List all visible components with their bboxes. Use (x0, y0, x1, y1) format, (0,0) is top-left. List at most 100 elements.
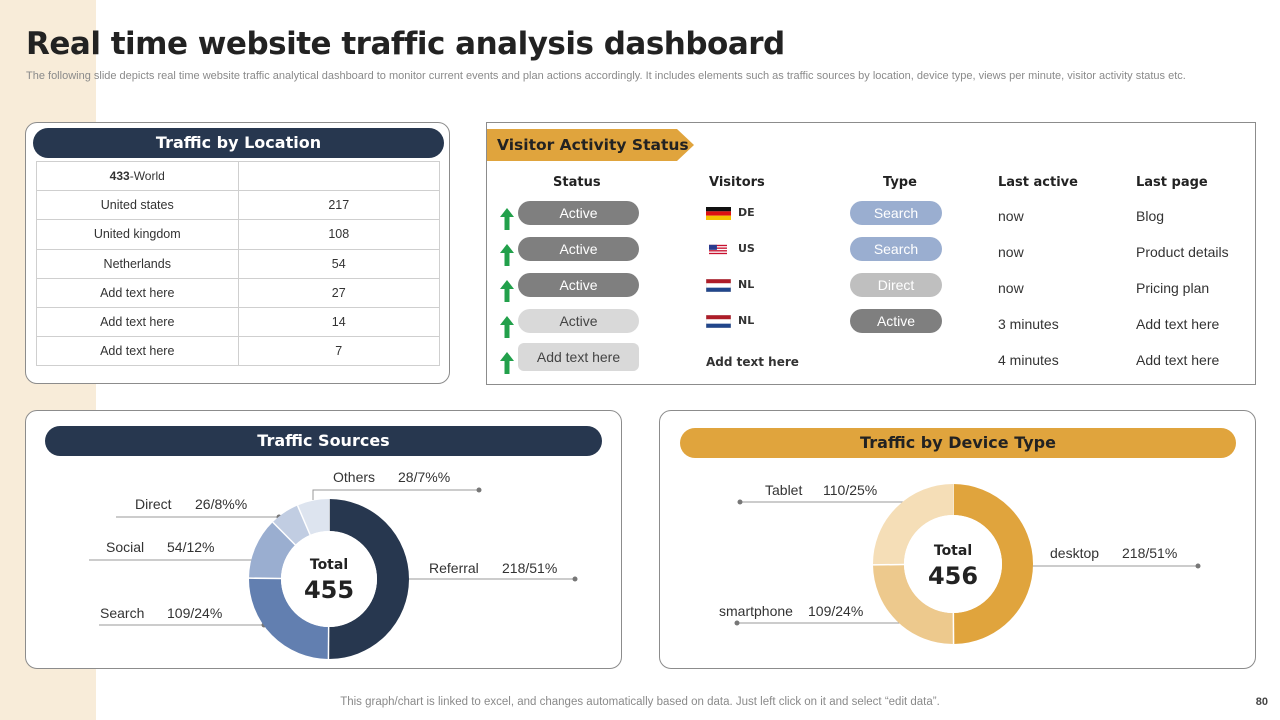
up-arrow-icon (500, 244, 514, 266)
slice-label-smartphone-value: 109/24% (808, 603, 864, 619)
slice-label-direct-name: Direct (135, 496, 172, 512)
donut-hole (904, 515, 1002, 613)
type-badge: Search (850, 201, 942, 225)
type-badge: Direct (850, 273, 942, 297)
status-badge: Active (518, 309, 639, 333)
location-value: 7 (237, 336, 440, 367)
last-page: Product details (1136, 244, 1229, 260)
col-type: Type (883, 175, 917, 190)
slice-label-search-value: 109/24% (167, 605, 223, 621)
visitor-code: NL (738, 278, 755, 291)
type-badge: Search (850, 237, 942, 261)
footer-note: This graph/chart is linked to excel, and… (340, 696, 940, 708)
slice-label-tablet-name: Tablet (765, 482, 803, 498)
leader-dot-tablet (737, 499, 743, 505)
location-value: 108 (237, 219, 440, 250)
device-type-heading: Traffic by Device Type (680, 428, 1236, 458)
slice-referral (328, 499, 409, 659)
slice-label-desktop-name: desktop (1050, 545, 1100, 561)
slice-desktop (952, 484, 1033, 644)
location-name: Add text here (36, 336, 239, 367)
status-badge: Active (518, 237, 639, 261)
status-badge: Active (518, 273, 639, 297)
last-active: 3 minutes (998, 316, 1059, 332)
leader-line-others (312, 489, 479, 500)
location-heading: Traffic by Location (33, 128, 444, 158)
leader-dot-referral (572, 576, 578, 582)
last-active: now (998, 208, 1024, 224)
table-row: Netherlands 54 (36, 248, 440, 279)
location-value: 54 (237, 248, 440, 279)
world-label: -World (129, 169, 165, 184)
slice-label-referral-name: Referral (429, 560, 479, 576)
status-badge: Active (518, 201, 639, 225)
table-row: Add text here 14 (36, 306, 440, 338)
last-active: 4 minutes (998, 352, 1059, 368)
col-last-active: Last active (998, 175, 1078, 190)
sources-center-value: 455 (304, 576, 354, 604)
page-subtitle: The following slide depicts real time we… (26, 70, 1186, 82)
last-active: now (998, 280, 1024, 296)
list-item: Add text here Add text here 4 minutes Ad… (487, 343, 1257, 381)
slice-label-desktop-value: 218/51% (1122, 545, 1178, 561)
de-flag-icon (706, 207, 731, 220)
slice-label-direct-value: 26/8%% (195, 496, 248, 512)
location-value: 217 (237, 190, 440, 221)
slice-label-others-value: 28/7%% (398, 469, 451, 485)
list-item: Active DE Search now Blog (487, 201, 1257, 237)
up-arrow-icon (500, 208, 514, 230)
list-item: Active NL Active 3 minutes Add text here (487, 309, 1257, 345)
visitor-code: US (738, 242, 755, 255)
slice-label-others-name: Others (333, 469, 376, 485)
table-row: 433-World (36, 160, 440, 192)
device-type-panel: Traffic by Device Type Total 456 Tablet … (659, 410, 1256, 669)
table-row: Add text here 7 (36, 336, 440, 367)
traffic-sources-heading: Traffic Sources (45, 426, 602, 456)
location-value: 27 (237, 277, 440, 308)
visitor-code: NL (738, 314, 755, 327)
slice-label-search-name: Search (100, 605, 145, 621)
table-row: United states 217 (36, 190, 440, 221)
location-table: 433-World United states 217 United kingdo… (36, 160, 440, 367)
location-name: Add text here (36, 277, 239, 308)
traffic-sources-panel: Traffic Sources Total 455 Others 28/7%% … (25, 410, 622, 669)
devices-center-value: 456 (928, 562, 978, 590)
col-status: Status (553, 175, 601, 190)
location-value: 14 (237, 306, 440, 338)
slice-separator (296, 505, 311, 536)
col-last-page: Last page (1136, 175, 1208, 190)
last-active: now (998, 244, 1024, 260)
location-name: United states (36, 190, 239, 221)
device-type-slices (872, 484, 1033, 645)
leader-dot-smartphone (734, 620, 740, 626)
slice-label-tablet-value: 110/25% (823, 482, 878, 498)
donut-hole (281, 531, 377, 627)
sources-center-label: Total (310, 557, 348, 573)
up-arrow-icon (500, 352, 514, 374)
visitor-activity-panel: Visitor Activity Status Status Visitors … (486, 122, 1256, 385)
list-item: Active NL Direct now Pricing plan (487, 273, 1257, 309)
traffic-sources-chart: Total 455 (89, 487, 578, 660)
slice-label-social-name: Social (106, 539, 145, 555)
list-item: Active US Search now Product details (487, 237, 1257, 273)
location-name: Netherlands (36, 248, 239, 279)
up-arrow-icon (500, 280, 514, 302)
slice-separator (272, 521, 296, 546)
visitor-activity-heading: Visitor Activity Status (487, 129, 694, 161)
slice-label-smartphone-name: smartphone (719, 603, 793, 619)
leader-dot-others (476, 487, 482, 493)
slice-label-social-value: 54/12% (167, 539, 215, 555)
world-value-cell (237, 160, 440, 192)
slice-direct (272, 505, 311, 546)
world-cell: 433-World (36, 160, 239, 192)
nl-flag-icon (706, 315, 731, 328)
slice-others (297, 499, 330, 536)
location-name: Add text here (36, 306, 239, 338)
visitor-code: DE (738, 206, 755, 219)
us-flag-icon (709, 244, 727, 255)
world-count: 433 (109, 169, 130, 184)
last-page: Add text here (1136, 352, 1220, 368)
nl-flag-icon (706, 279, 731, 292)
last-page: Add text here (1136, 316, 1220, 332)
slice-smartphone (873, 563, 955, 644)
